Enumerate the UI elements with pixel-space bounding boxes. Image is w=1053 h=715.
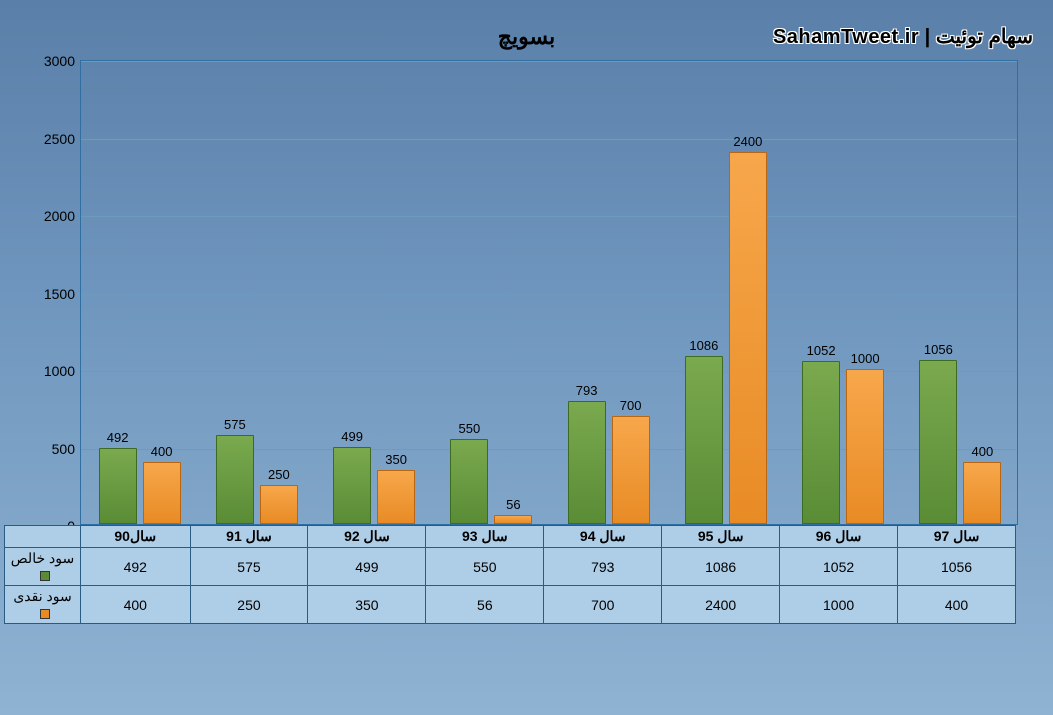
table-cell: 250 bbox=[190, 586, 308, 624]
bar-cash-profit: 1000 bbox=[846, 369, 884, 524]
y-tick-label: 1500 bbox=[44, 286, 75, 302]
bar-value-label: 56 bbox=[506, 497, 520, 512]
bar-value-label: 499 bbox=[341, 429, 363, 444]
table-cell: 1086 bbox=[662, 548, 780, 586]
bar-value-label: 793 bbox=[576, 383, 598, 398]
category-group: 575250 bbox=[198, 435, 315, 524]
table-cell: 793 bbox=[544, 548, 662, 586]
bar-value-label: 1086 bbox=[689, 338, 718, 353]
bar-cash-profit: 350 bbox=[377, 470, 415, 524]
bar-cash-profit: 700 bbox=[612, 416, 650, 525]
y-tick-label: 2500 bbox=[44, 131, 75, 147]
bar-net-profit: 1086 bbox=[685, 356, 723, 524]
watermark-en: SahamTweet.ir bbox=[773, 26, 919, 48]
bar-value-label: 1056 bbox=[924, 342, 953, 357]
watermark-fa: سهام توئیت bbox=[936, 26, 1033, 48]
watermark-sep: | bbox=[919, 26, 930, 48]
y-tick-label: 3000 bbox=[44, 53, 75, 69]
legend-label: سود خالص bbox=[11, 550, 74, 566]
data-table: سال90سال 91سال 92سال 93سال 94سال 95سال 9… bbox=[4, 525, 1016, 624]
bar-value-label: 492 bbox=[107, 430, 129, 445]
table-cell: 1052 bbox=[780, 548, 898, 586]
bar-net-profit: 1056 bbox=[919, 360, 957, 524]
table-category-header: سال90 bbox=[81, 526, 191, 548]
bar-net-profit: 499 bbox=[333, 447, 371, 524]
table-category-header: سال 95 bbox=[662, 526, 780, 548]
y-tick-label: 1000 bbox=[44, 363, 75, 379]
bar-cash-profit: 2400 bbox=[729, 152, 767, 524]
bar-value-label: 250 bbox=[268, 467, 290, 482]
table-category-header: سال 93 bbox=[426, 526, 544, 548]
category-group: 550 56 bbox=[433, 439, 550, 524]
bar-net-profit: 550 bbox=[450, 439, 488, 524]
table-cell: 56 bbox=[426, 586, 544, 624]
bar-net-profit: 492 bbox=[99, 448, 137, 524]
bar-value-label: 1052 bbox=[807, 343, 836, 358]
bar-value-label: 700 bbox=[620, 398, 642, 413]
table-cell: 550 bbox=[426, 548, 544, 586]
plot-area: 0500100015002000250030004924005752504993… bbox=[80, 60, 1018, 525]
bar-net-profit: 1052 bbox=[802, 361, 840, 524]
bar-value-label: 1000 bbox=[851, 351, 880, 366]
legend-cash-profit: سود نقدی bbox=[5, 586, 81, 624]
gridline bbox=[81, 216, 1017, 217]
table-cell: 400 bbox=[898, 586, 1016, 624]
bar-net-profit: 793 bbox=[568, 401, 606, 524]
bar-value-label: 2400 bbox=[733, 134, 762, 149]
bar-cash-profit: 56 bbox=[494, 515, 532, 524]
gridline bbox=[81, 139, 1017, 140]
table-cell: 575 bbox=[190, 548, 308, 586]
bar-value-label: 400 bbox=[151, 444, 173, 459]
chart-title: بسویچ bbox=[498, 24, 555, 50]
legend-swatch-green bbox=[40, 571, 50, 581]
table-cell: 2400 bbox=[662, 586, 780, 624]
bar-cash-profit: 400 bbox=[963, 462, 1001, 524]
table-cell: 400 bbox=[81, 586, 191, 624]
category-group: 499350 bbox=[316, 447, 433, 524]
y-tick-label: 2000 bbox=[44, 208, 75, 224]
table-cell: 492 bbox=[81, 548, 191, 586]
category-group: 492400 bbox=[81, 448, 198, 524]
legend-swatch-orange bbox=[40, 609, 50, 619]
table-cell: 700 bbox=[544, 586, 662, 624]
bar-cash-profit: 250 bbox=[260, 485, 298, 524]
table-category-header: سال 92 bbox=[308, 526, 426, 548]
plot: 0500100015002000250030004924005752504993… bbox=[80, 60, 1018, 525]
table-cell: 1000 bbox=[780, 586, 898, 624]
bar-value-label: 400 bbox=[972, 444, 994, 459]
bar-cash-profit: 400 bbox=[143, 462, 181, 524]
table-category-header: سال 97 bbox=[898, 526, 1016, 548]
table-category-header: سال 94 bbox=[544, 526, 662, 548]
category-group: 793700 bbox=[550, 401, 667, 524]
table-category-header: سال 96 bbox=[780, 526, 898, 548]
watermark: سهام توئیت | SahamTweet.ir bbox=[773, 24, 1033, 49]
gridline bbox=[81, 294, 1017, 295]
bar-value-label: 550 bbox=[459, 421, 481, 436]
gridline bbox=[81, 61, 1017, 62]
table-cell: 1056 bbox=[898, 548, 1016, 586]
category-group: 10521000 bbox=[785, 361, 902, 524]
legend-label: سود نقدی bbox=[13, 588, 71, 604]
category-group: 1056400 bbox=[902, 360, 1019, 524]
bar-net-profit: 575 bbox=[216, 435, 254, 524]
y-tick-label: 500 bbox=[52, 441, 75, 457]
category-group: 10862400 bbox=[667, 152, 784, 524]
legend-net-profit: سود خالص bbox=[5, 548, 81, 586]
table-cell: 499 bbox=[308, 548, 426, 586]
table-cell: 350 bbox=[308, 586, 426, 624]
bar-value-label: 575 bbox=[224, 417, 246, 432]
bar-value-label: 350 bbox=[385, 452, 407, 467]
table-category-header: سال 91 bbox=[190, 526, 308, 548]
table-lead-empty bbox=[5, 526, 81, 548]
